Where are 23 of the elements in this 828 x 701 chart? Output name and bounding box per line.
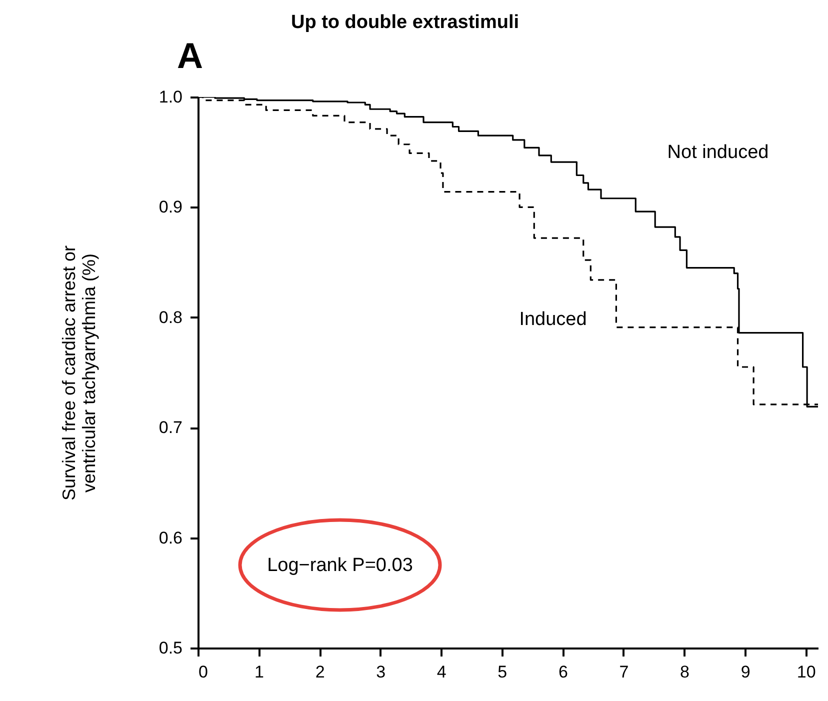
x-tick-label: 0 xyxy=(198,662,208,682)
y-tick-label: 0.6 xyxy=(158,528,182,548)
y-tick-label: 1.0 xyxy=(158,88,182,106)
series-label: Induced xyxy=(519,309,587,330)
y-tick-label: 0.5 xyxy=(158,638,182,658)
x-tick-label: 2 xyxy=(315,662,325,682)
y-axis-title: Survival free of cardiac arrest or ventricular tachyarrythmia (%) xyxy=(58,245,99,501)
x-tick-label: 3 xyxy=(376,662,386,682)
x-tick-label: 5 xyxy=(498,662,508,682)
x-tick-label: 4 xyxy=(436,662,446,682)
y-tick-label: 0.8 xyxy=(158,308,182,327)
y-tick-label: 0.7 xyxy=(158,418,182,438)
text: A xyxy=(177,35,203,76)
annotation: Log−rank P=0.03 xyxy=(267,555,413,576)
x-tick-label: 7 xyxy=(619,662,629,682)
x-tick-label: 9 xyxy=(740,662,750,682)
y-tick-label: 0.9 xyxy=(158,198,182,217)
text: Not induced xyxy=(667,142,769,163)
x-tick-label: 1 xyxy=(254,662,264,682)
x-tick-label: 8 xyxy=(680,662,690,682)
x-tick-label: 10 xyxy=(796,662,816,682)
chart-title: Up to double extrastimuli xyxy=(290,12,520,33)
x-tick-label: 6 xyxy=(558,662,568,682)
